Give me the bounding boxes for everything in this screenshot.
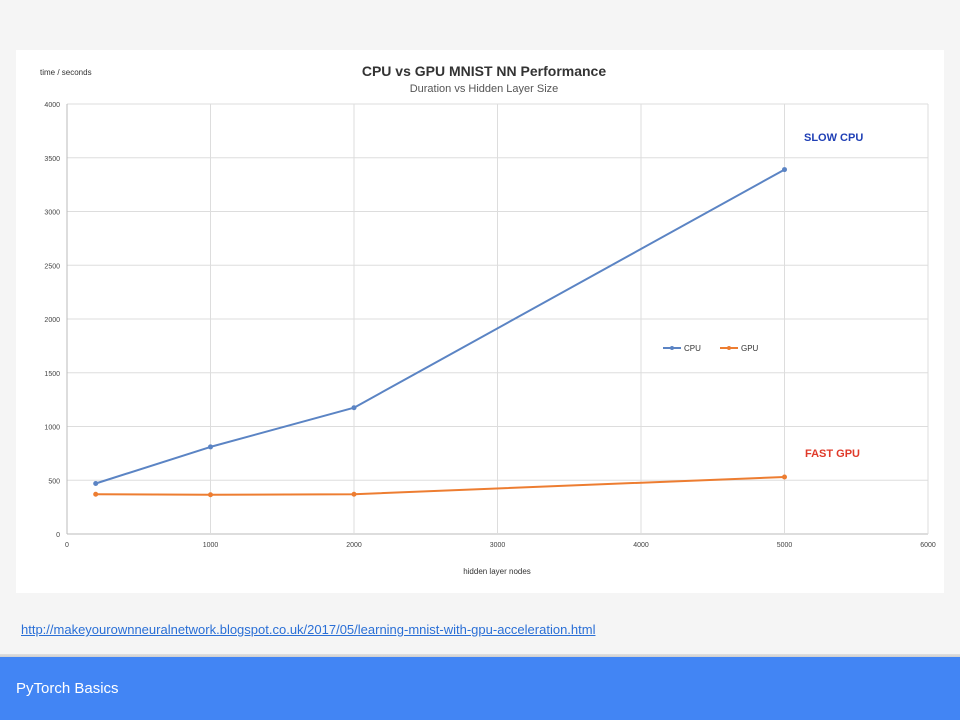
legend-label-gpu: GPU [741, 344, 759, 353]
annotations: SLOW CPU FAST GPU [804, 132, 863, 460]
legend-marker-cpu [670, 346, 674, 350]
footer-bar: PyTorch Basics [0, 657, 960, 720]
cpu-data-point [351, 405, 357, 411]
x-tick-label: 2000 [346, 542, 362, 549]
chart-subtitle: Duration vs Hidden Layer Size [410, 83, 559, 95]
gpu-data-point [93, 491, 99, 497]
gpu-data-point [208, 492, 213, 498]
y-tick-label: 2500 [44, 263, 60, 270]
chart-panel: CPU vs GPU MNIST NN Performance Duration… [16, 50, 944, 593]
gpu-data-point [351, 491, 357, 497]
cpu-data-point [208, 444, 213, 450]
x-tick-label: 6000 [920, 542, 936, 549]
chart-title: CPU vs GPU MNIST NN Performance [362, 63, 606, 79]
y-tick-label: 3500 [44, 156, 60, 163]
line-chart: CPU vs GPU MNIST NN Performance Duration… [40, 63, 936, 576]
legend-marker-gpu [727, 346, 731, 350]
annotation-cpu-end: SLOW CPU [804, 132, 863, 144]
x-tick-label: 3000 [490, 542, 506, 549]
footer-divider [0, 654, 960, 658]
axis-ticks: 0 500 1000 1500 2000 2500 3000 3500 4000 0 1000 200… [44, 102, 935, 549]
series-lines [93, 167, 787, 498]
y-tick-label: 500 [48, 478, 60, 485]
legend: CPU GPU [663, 344, 759, 353]
y-tick-label: 2000 [44, 317, 60, 324]
x-tick-label: 1000 [203, 542, 219, 549]
cpu-data-point [782, 167, 787, 173]
y-tick-label: 0 [56, 532, 60, 539]
gpu-series-line [95, 476, 785, 496]
cpu-data-point [93, 480, 99, 486]
x-axis-label: hidden layer nodes [463, 567, 531, 576]
cpu-series-line [95, 168, 785, 485]
y-tick-label: 3000 [44, 210, 60, 217]
gpu-data-point [782, 474, 787, 480]
footer-title: PyTorch Basics [16, 680, 119, 697]
annotation-gpu-end: FAST GPU [805, 448, 860, 460]
y-tick-label: 1000 [44, 425, 60, 432]
y-tick-label: 1500 [44, 371, 60, 378]
x-tick-label: 5000 [777, 542, 793, 549]
source-link[interactable]: http://makeyourownneuralnetwork.blogspot… [21, 622, 596, 637]
grid-lines [66, 103, 929, 535]
y-axis-label: time / seconds [40, 68, 92, 77]
legend-label-cpu: CPU [684, 344, 701, 353]
y-tick-label: 4000 [44, 102, 60, 109]
x-tick-label: 0 [65, 542, 69, 549]
x-tick-label: 4000 [633, 542, 649, 549]
